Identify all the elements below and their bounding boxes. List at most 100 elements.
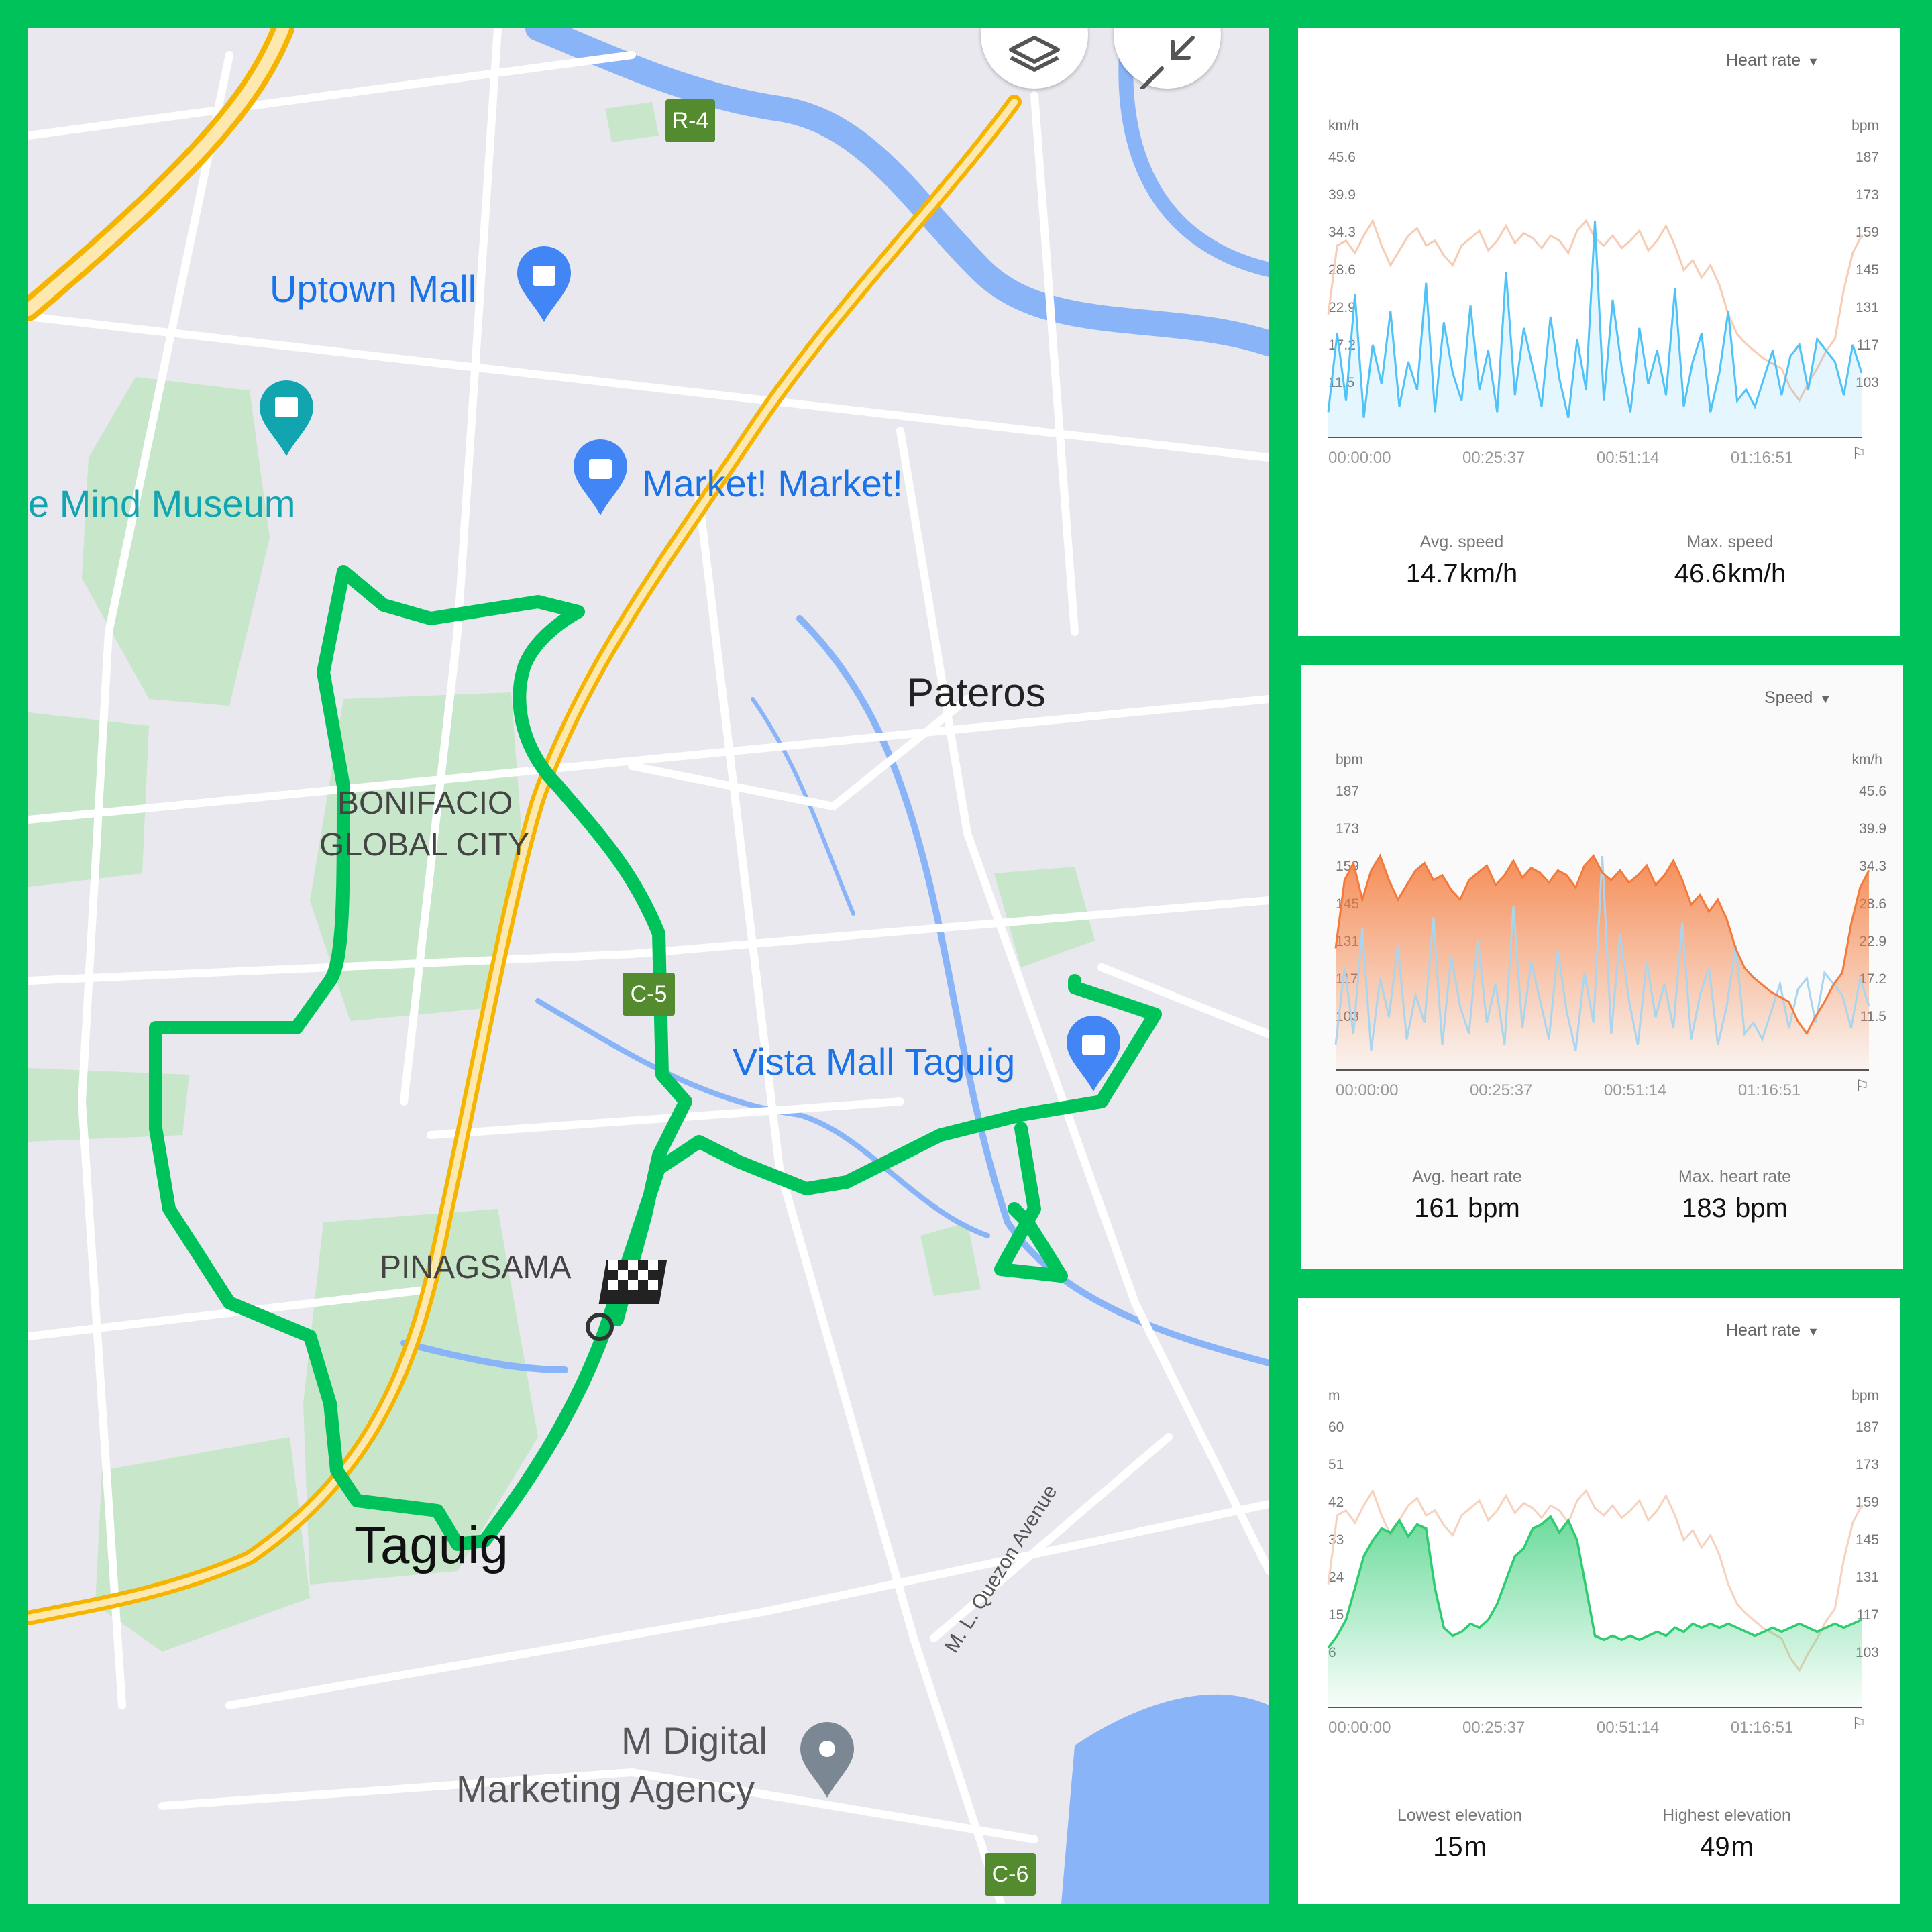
shopping-bag-icon[interactable] <box>514 243 574 323</box>
right-unit: bpm <box>1851 1388 1879 1403</box>
stat-number: 46.6 <box>1674 559 1727 588</box>
lake <box>1061 1694 1269 1904</box>
shopping-bag-icon[interactable] <box>1063 1012 1124 1093</box>
right-tick-label: 131 <box>1856 1570 1879 1585</box>
left-tick-label: 60 <box>1328 1419 1344 1435</box>
stat-label: Avg. speed <box>1419 533 1504 551</box>
series-speed-line <box>1334 856 1870 1051</box>
stat-value: 161 bpm <box>1346 1193 1588 1224</box>
finish-flag-icon: ⚐ <box>1855 1077 1870 1095</box>
left-tick-label: 187 <box>1336 784 1359 799</box>
elevation-chart: m bpm 6051423324156 18717315914513111710… <box>1327 1388 1879 1737</box>
right-tick-label: 145 <box>1856 1532 1879 1548</box>
series-elevation-area <box>1328 1516 1862 1707</box>
right-unit: km/h <box>1851 752 1882 767</box>
stat-label: Max. speed <box>1686 533 1774 551</box>
left-tick-label: 15 <box>1328 1607 1344 1623</box>
stat-value: 15m <box>1339 1832 1580 1862</box>
minor-roads <box>28 28 1269 1904</box>
stat-value: 49m <box>1606 1832 1847 1862</box>
right-tick-label: 187 <box>1856 150 1879 165</box>
label-m-digital-2[interactable]: Marketing Agency <box>456 1768 755 1810</box>
stat-number: 14.7 <box>1405 559 1458 588</box>
right-tick-label: 187 <box>1856 1419 1879 1435</box>
place-pin-icon[interactable] <box>797 1719 857 1799</box>
right-tick-label: 131 <box>1856 300 1879 315</box>
avg-speed-stat: Avg. speed 14.7km/h <box>1341 533 1582 589</box>
left-tick-label: 34.3 <box>1328 225 1356 240</box>
x-tick-label: 00:51:14 <box>1597 1719 1659 1737</box>
right-tick-label: 117 <box>1857 1607 1879 1623</box>
c6-shield: C-6 <box>985 1853 1036 1896</box>
stat-number: 183 <box>1682 1193 1727 1223</box>
x-tick-label: 00:00:00 <box>1336 1081 1398 1099</box>
left-tick-label: 22.9 <box>1328 300 1356 315</box>
x-tick-label: 01:16:51 <box>1738 1081 1801 1099</box>
stat-number: 49 <box>1700 1832 1730 1862</box>
rivers <box>400 28 1269 1373</box>
stat-unit: bpm <box>1735 1193 1788 1223</box>
route-map[interactable]: R-4 C-5 C-6 Uptown Mall e Mind Museum Ma… <box>28 28 1269 1904</box>
stat-unit: m <box>1464 1832 1487 1862</box>
selector-label: Speed <box>1764 688 1813 707</box>
dropdown-arrow-icon: ▼ <box>1807 55 1819 68</box>
collapse-button[interactable] <box>1114 28 1221 89</box>
speed-chart-panel: Heart rate ▼ km/h bpm 45.6 39.9 34.3 28.6 22.… <box>1298 28 1900 636</box>
selector-label: Heart rate <box>1726 51 1801 70</box>
label-pinagsama: PINAGSAMA <box>380 1250 572 1285</box>
museum-icon[interactable] <box>256 377 317 458</box>
right-tick-label: 34.3 <box>1859 859 1886 874</box>
x-tick-label: 01:16:51 <box>1731 449 1793 467</box>
series-bpm-line <box>1334 853 1870 1036</box>
avg-heart-rate-stat: Avg. heart rate 161 bpm <box>1346 1167 1588 1224</box>
left-tick-label: 42 <box>1328 1495 1344 1510</box>
stat-value: 46.6km/h <box>1609 559 1851 589</box>
x-tick-label: 00:25:37 <box>1462 1719 1525 1737</box>
highest-elevation-stat: Highest elevation 49m <box>1606 1806 1847 1862</box>
chart-selector[interactable]: Heart rate ▼ <box>1726 51 1819 70</box>
chart-selector[interactable]: Speed ▼ <box>1764 688 1831 708</box>
x-tick-label: 00:00:00 <box>1328 1719 1391 1737</box>
stat-number: 161 <box>1414 1193 1459 1223</box>
stat-unit: km/h <box>1459 559 1518 588</box>
stat-label: Highest elevation <box>1662 1806 1791 1825</box>
right-tick-label: 103 <box>1856 375 1879 390</box>
shopping-bag-icon[interactable] <box>570 436 631 517</box>
right-tick-label: 117 <box>1857 337 1879 353</box>
c5-shield: C-5 <box>623 973 675 1016</box>
label-uptown-mall[interactable]: Uptown Mall <box>270 268 477 310</box>
stat-label: Lowest elevation <box>1397 1806 1523 1825</box>
left-tick-label: 51 <box>1328 1457 1344 1472</box>
route-line <box>149 565 1162 1551</box>
right-tick-label: 45.6 <box>1859 784 1886 799</box>
right-tick-label: 39.9 <box>1859 821 1886 837</box>
lowest-elevation-stat: Lowest elevation 15m <box>1339 1806 1580 1862</box>
x-tick-label: 00:00:00 <box>1328 449 1391 467</box>
series-elevation-line <box>1327 1514 1862 1649</box>
right-tick-label: 159 <box>1856 225 1879 240</box>
label-bgc-line1: BONIFACIO <box>337 786 513 821</box>
finish-flag-icon: ⚐ <box>1851 445 1866 463</box>
label-m-digital-1[interactable]: M Digital <box>621 1719 767 1762</box>
stat-label: Avg. heart rate <box>1412 1167 1522 1186</box>
label-pateros: Pateros <box>907 670 1046 715</box>
stat-label: Max. heart rate <box>1678 1167 1792 1186</box>
map-canvas <box>28 28 1269 1904</box>
label-mind-museum[interactable]: e Mind Museum <box>28 482 296 525</box>
x-tick-label: 00:51:14 <box>1597 449 1659 467</box>
stat-number: 15 <box>1433 1832 1463 1862</box>
highways <box>28 28 1022 1625</box>
label-vista-mall[interactable]: Vista Mall Taguig <box>733 1040 1016 1083</box>
x-tick-label: 00:25:37 <box>1470 1081 1532 1099</box>
finish-flag-icon: ⚐ <box>1851 1715 1866 1733</box>
right-tick-label: 173 <box>1856 187 1879 203</box>
series-speed-line <box>1327 221 1863 419</box>
stat-value: 183 bpm <box>1614 1193 1856 1224</box>
right-tick-label: 159 <box>1856 1495 1879 1510</box>
label-market-market[interactable]: Market! Market! <box>642 462 903 504</box>
layers-button[interactable] <box>981 28 1088 89</box>
chart-selector[interactable]: Heart rate ▼ <box>1726 1321 1819 1340</box>
speed-chart: km/h bpm 45.639.934.328.622.917.211.5 18… <box>1327 118 1879 467</box>
